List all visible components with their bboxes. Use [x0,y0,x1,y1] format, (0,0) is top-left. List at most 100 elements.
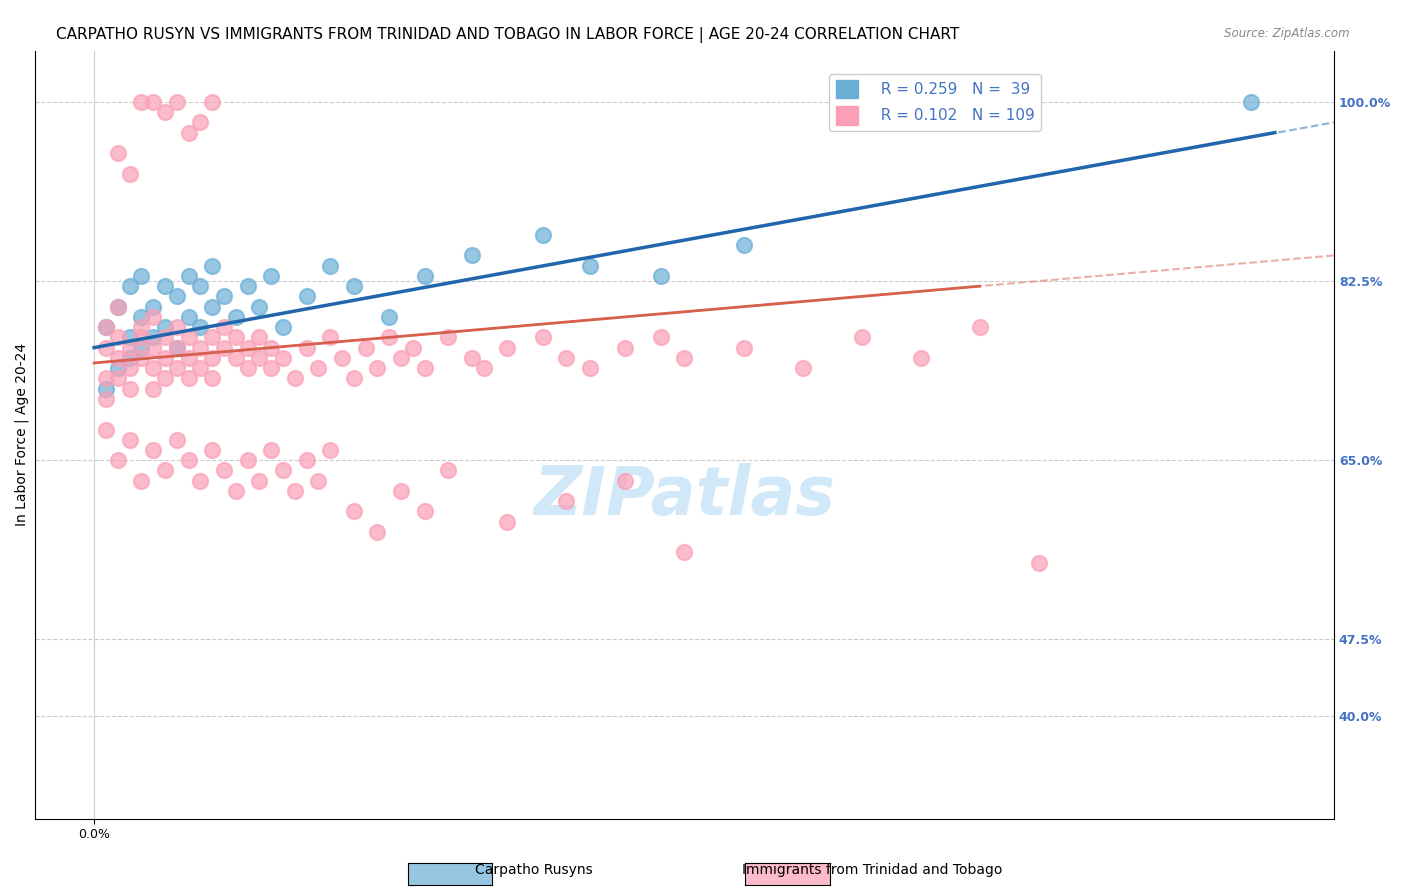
Point [673,545,696,559]
Point [343,371,366,385]
Point [295,289,318,303]
Point [271,351,294,365]
Point [177,371,200,385]
Point [190,115,212,129]
Point [247,300,270,314]
Point [733,341,755,355]
Point [94,320,117,334]
Point [236,453,259,467]
Point [307,361,329,376]
Point [413,268,436,283]
Point [190,474,212,488]
Point [366,361,388,376]
Point [969,320,991,334]
Point [107,300,129,314]
Point [319,442,342,457]
Point [131,320,153,334]
Point [212,463,235,477]
Point [153,371,176,385]
Point [225,330,247,344]
Point [236,279,259,293]
Point [153,320,176,334]
Point [94,423,117,437]
Point [851,330,873,344]
Point [225,483,247,498]
Point [236,361,259,376]
Point [190,341,212,355]
Point [131,310,153,324]
Point [212,289,235,303]
Point [212,320,235,334]
Point [378,310,401,324]
Point [247,474,270,488]
Point [153,351,176,365]
Point [413,504,436,518]
Point [555,494,578,508]
Point [343,504,366,518]
Point [201,300,224,314]
Point [271,463,294,477]
Point [212,341,235,355]
Point [166,289,188,303]
Point [260,268,283,283]
Point [94,341,117,355]
Point [177,453,200,467]
Point [437,330,460,344]
Point [153,330,176,344]
Point [650,268,672,283]
Point [307,474,329,488]
Y-axis label: In Labor Force | Age 20-24: In Labor Force | Age 20-24 [15,343,30,526]
Point [236,341,259,355]
Point [166,320,188,334]
Point [153,279,176,293]
Point [295,453,318,467]
Point [131,330,153,344]
Point [319,259,342,273]
Text: CARPATHO RUSYN VS IMMIGRANTS FROM TRINIDAD AND TOBAGO IN LABOR FORCE | AGE 20-24: CARPATHO RUSYN VS IMMIGRANTS FROM TRINID… [56,27,959,43]
Point [190,279,212,293]
Point [118,167,141,181]
Point [225,310,247,324]
Point [247,330,270,344]
Point [225,351,247,365]
Point [792,361,814,376]
Point [166,433,188,447]
Point [579,259,602,273]
Point [555,351,578,365]
Point [131,95,153,109]
Point [177,310,200,324]
Point [142,382,165,396]
Point [673,351,696,365]
Point [94,382,117,396]
Point [131,268,153,283]
Point [650,330,672,344]
Point [107,146,129,161]
Point [131,341,153,355]
Point [472,361,495,376]
Point [201,442,224,457]
Point [142,341,165,355]
Point [107,330,129,344]
Point [131,351,153,365]
Point [177,268,200,283]
Point [166,95,188,109]
Point [107,351,129,365]
Point [260,341,283,355]
Text: Source: ZipAtlas.com: Source: ZipAtlas.com [1225,27,1350,40]
Point [354,341,377,355]
Point [284,371,307,385]
Point [260,361,283,376]
Point [496,515,519,529]
Text: Immigrants from Trinidad and Tobago: Immigrants from Trinidad and Tobago [741,863,1002,877]
Point [166,361,188,376]
Point [118,330,141,344]
Point [614,341,637,355]
Point [142,310,165,324]
Point [461,351,484,365]
Point [295,341,318,355]
Point [118,279,141,293]
Text: Carpatho Rusyns: Carpatho Rusyns [475,863,593,877]
Point [271,320,294,334]
Point [201,351,224,365]
Point [1028,556,1050,570]
